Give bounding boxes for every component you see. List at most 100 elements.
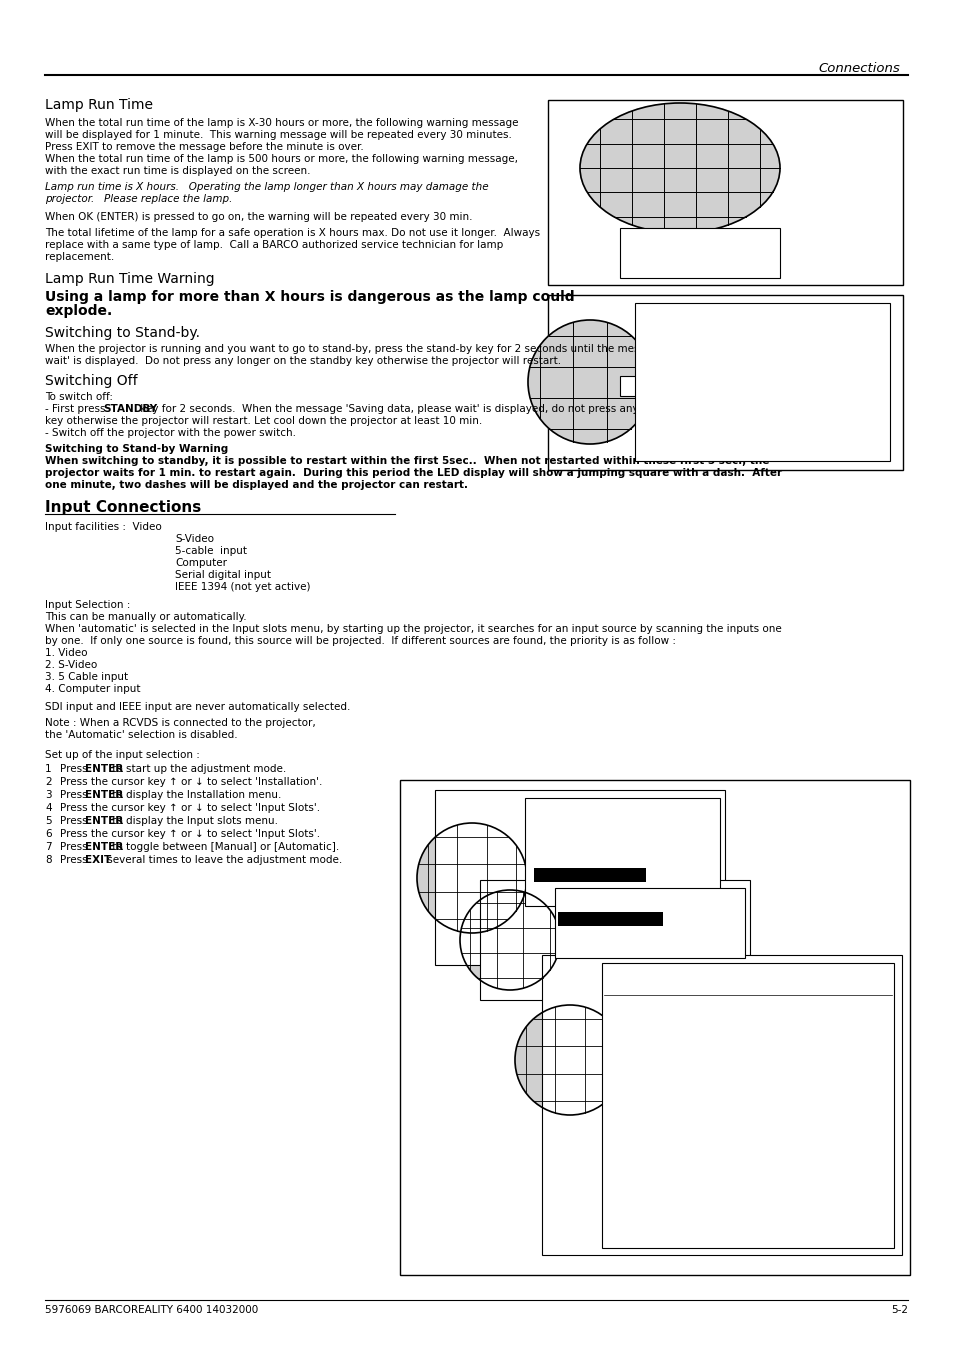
Text: The total lifetime of the lamp for a safe operation is X hours max. Do not use i: The total lifetime of the lamp for a saf… — [45, 228, 539, 238]
Text: the projector.: the projector. — [728, 361, 794, 372]
Bar — [555, 888, 744, 958]
Text: key otherwise the projector will restart. Let cool down the projector at least 1: key otherwise the projector will restart… — [45, 416, 482, 426]
Text: to display the Installation menu.: to display the Installation menu. — [109, 790, 281, 800]
Text: the 'Automatic' selection is disabled.: the 'Automatic' selection is disabled. — [45, 730, 237, 740]
Text: x   3.  VIDEO: x 3. VIDEO — [609, 1029, 666, 1038]
Text: This can be manually or automatically.: This can be manually or automatically. — [45, 612, 247, 621]
Text: - Switch off the projector with the power switch.: - Switch off the projector with the powe… — [45, 428, 295, 438]
Ellipse shape — [527, 320, 651, 444]
Text: Press the cursor key ↑ or ↓ to select 'Input Slots'.: Press the cursor key ↑ or ↓ to select 'I… — [60, 830, 320, 839]
Bar — [547, 295, 902, 470]
Text: INPUT SLOTS: INPUT SLOTS — [580, 913, 639, 921]
Text: 8: 8 — [45, 855, 51, 865]
Text: Operating the lamp longer: Operating the lamp longer — [697, 336, 826, 347]
Text: RANDOM ACCESS: RANDOM ACCESS — [544, 857, 623, 865]
Text: 2: 2 — [45, 777, 51, 788]
Text: Serial digital input: Serial digital input — [174, 570, 271, 580]
Text: Switching to Stand-by Warning: Switching to Stand-by Warning — [45, 444, 228, 454]
Text: to display the Input slots menu.: to display the Input slots menu. — [109, 816, 278, 825]
Text: Press: Press — [60, 790, 91, 800]
Bar — [399, 780, 909, 1275]
Ellipse shape — [459, 890, 559, 990]
Text: .   5.  DIGITAL  INPUT: . 5. DIGITAL INPUT — [609, 1056, 702, 1066]
Text: Remaining: Remaining — [672, 232, 727, 242]
Text: Lamp run time is X hours: Lamp run time is X hours — [700, 326, 822, 335]
Text: <EXIT>  to return.: <EXIT> to return. — [705, 1109, 789, 1119]
Text: Input facilities :  Video: Input facilities : Video — [45, 521, 162, 532]
Text: Press the cursor key ↑ or ↓ to select 'Input Slots'.: Press the cursor key ↑ or ↓ to select 'I… — [60, 802, 320, 813]
Bar — [619, 376, 840, 396]
Text: x   1.  RGB [HS&VS]: x 1. RGB [HS&VS] — [609, 1001, 699, 1011]
Text: projector.   Please replace the lamp.: projector. Please replace the lamp. — [45, 195, 233, 204]
Text: ENTER: ENTER — [85, 816, 123, 825]
Bar — [558, 912, 662, 925]
Bar — [435, 790, 724, 965]
Text: than X hours may damage: than X hours may damage — [697, 349, 826, 359]
Text: Lamp Run Time: Lamp Run Time — [45, 99, 152, 112]
Text: ENTER: ENTER — [85, 790, 123, 800]
Text: <ENTER>  to continue: <ENTER> to continue — [706, 389, 817, 399]
Ellipse shape — [579, 103, 780, 232]
Text: EXIT: EXIT — [85, 855, 112, 865]
Text: 5-2: 5-2 — [890, 1305, 907, 1315]
Text: ADJUSTMENT MODE: ADJUSTMENT MODE — [563, 804, 679, 815]
Text: Input Selection :: Input Selection : — [45, 600, 131, 611]
Text: replace with a same type of lamp.  Call a BARCO authorized service technician fo: replace with a same type of lamp. Call a… — [45, 240, 503, 250]
Text: Press: Press — [60, 765, 91, 774]
Text: Press: Press — [60, 842, 91, 852]
Text: to start up the adjustment mode.: to start up the adjustment mode. — [109, 765, 286, 774]
Text: .   4.  S-VIDEO: . 4. S-VIDEO — [609, 1043, 672, 1052]
Text: INSTALLATION: INSTALLATION — [558, 869, 621, 878]
Text: WARNING: WARNING — [731, 308, 791, 317]
Text: IEEE 1394 (not yet active): IEEE 1394 (not yet active) — [174, 582, 310, 592]
Text: When the total run time of the lamp is X-30 hours or more, the following warning: When the total run time of the lamp is X… — [45, 118, 518, 128]
Text: When 'automatic' is selected in the Input slots menu, by starting up the project: When 'automatic' is selected in the Inpu… — [45, 624, 781, 634]
Text: 3: 3 — [45, 790, 51, 800]
Text: one minute, two dashes will be displayed and the projector can restart.: one minute, two dashes will be displayed… — [45, 480, 468, 490]
Text: Set up of the input selection :: Set up of the input selection : — [45, 750, 200, 761]
Text: .   6.  IEEE 1394: . 6. IEEE 1394 — [609, 1071, 680, 1079]
Bar — [547, 100, 902, 285]
Text: When OK (ENTER) is pressed to go on, the warning will be repeated every 30 min.: When OK (ENTER) is pressed to go on, the… — [45, 212, 472, 222]
Text: Switching to Stand-by.: Switching to Stand-by. — [45, 326, 200, 340]
Text: explode.: explode. — [45, 304, 112, 317]
Text: To switch off:: To switch off: — [45, 392, 112, 403]
Text: will be displayed for 1 minute.  This warning message will be repeated every 30 : will be displayed for 1 minute. This war… — [45, 130, 512, 141]
Text: to toggle between [Manual] or [Automatic].: to toggle between [Manual] or [Automatic… — [109, 842, 339, 852]
Text: 6: 6 — [45, 830, 51, 839]
Bar — [534, 867, 645, 882]
Bar — [635, 303, 889, 461]
Bar — [619, 228, 780, 278]
Text: - First press: - First press — [45, 404, 109, 413]
Text: 4: 4 — [45, 802, 51, 813]
Text: .   2.  RGB [HS&VS]: . 2. RGB [HS&VS] — [609, 1015, 696, 1024]
Text: Switching Off: Switching Off — [45, 374, 137, 388]
Text: Connections: Connections — [818, 62, 899, 76]
Ellipse shape — [416, 823, 526, 934]
Text: Note : When a RCVDS is connected to the projector,: Note : When a RCVDS is connected to the … — [45, 717, 315, 728]
Text: Computer: Computer — [174, 558, 227, 567]
Text: replacement.: replacement. — [45, 253, 114, 262]
Text: 5: 5 — [45, 816, 51, 825]
Text: When the total run time of the lamp is 500 hours or more, the following warning : When the total run time of the lamp is 5… — [45, 154, 517, 163]
Bar — [541, 955, 901, 1255]
Text: When the projector is running and you want to go to stand-by, press the stand-by: When the projector is running and you wa… — [45, 345, 773, 354]
Text: 20 h: 20 h — [688, 258, 711, 267]
Text: Lamp Run Time Warning: Lamp Run Time Warning — [45, 272, 214, 286]
Text: INPUT SLOTS: INPUT SLOTS — [709, 969, 785, 979]
Text: Lamp run time is X hours.   Operating the lamp longer than X hours may damage th: Lamp run time is X hours. Operating the … — [45, 182, 488, 192]
Text: 1. Video: 1. Video — [45, 648, 88, 658]
Text: ENTER: ENTER — [85, 842, 123, 852]
Text: with the exact run time is displayed on the screen.: with the exact run time is displayed on … — [45, 166, 310, 176]
Text: Saving data, Please wait: Saving data, Please wait — [669, 380, 789, 390]
Text: 5976069 BARCOREALITY 6400 14032000: 5976069 BARCOREALITY 6400 14032000 — [45, 1305, 258, 1315]
Text: several times to leave the adjustment mode.: several times to leave the adjustment mo… — [104, 855, 342, 865]
Text: by one.  If only one source is found, this source will be projected.  If differe: by one. If only one source is found, thi… — [45, 636, 676, 646]
Text: 3. 5 Cable input: 3. 5 Cable input — [45, 671, 128, 682]
Bar — [601, 963, 893, 1248]
Text: Select a path from below :: Select a path from below : — [558, 817, 685, 828]
Text: projector waits for 1 min. to restart again.  During this period the LED display: projector waits for 1 min. to restart ag… — [45, 467, 781, 478]
Text: Press EXIT to remove the message before the minute is over.: Press EXIT to remove the message before … — [45, 142, 363, 153]
Text: S-Video: S-Video — [174, 534, 213, 544]
Text: 7: 7 — [45, 842, 51, 852]
